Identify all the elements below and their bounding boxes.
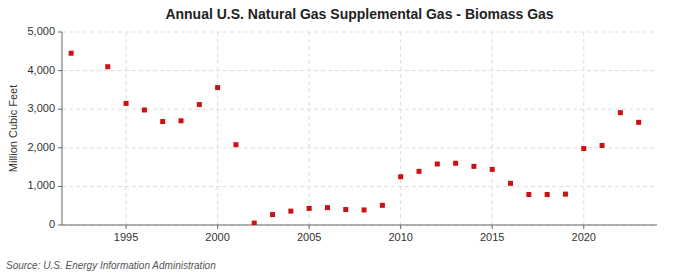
title: Annual U.S. Natural Gas Supplemental Gas… (165, 6, 553, 22)
source-note: Source: U.S. Energy Information Administ… (6, 260, 216, 271)
x-tick-label: 2000 (205, 231, 229, 243)
x-tick (492, 225, 493, 229)
point (124, 101, 129, 106)
x-tick (583, 225, 584, 229)
point (526, 192, 531, 197)
point (142, 107, 147, 112)
x-grid-line (217, 32, 218, 225)
y-tick (58, 109, 62, 110)
point (545, 192, 550, 197)
x-tick (309, 225, 310, 229)
y-grid-line (62, 109, 657, 110)
point (398, 174, 403, 179)
y-tick (58, 186, 62, 187)
point (417, 169, 422, 174)
x-tick (217, 225, 218, 229)
point (581, 146, 586, 151)
x-tick (400, 225, 401, 229)
y-axis-line (62, 32, 63, 225)
x-tick-label: 2015 (480, 231, 504, 243)
point (563, 192, 568, 197)
x-grid-line (400, 32, 401, 225)
point (325, 205, 330, 210)
x-axis-line (62, 225, 657, 226)
x-tick-label: 2005 (297, 231, 321, 243)
point (618, 110, 623, 115)
point (69, 51, 74, 56)
x-grid-line (126, 32, 127, 225)
point (307, 206, 312, 211)
x-tick-label: 2020 (572, 231, 596, 243)
point (380, 203, 385, 208)
x-tick (126, 225, 127, 229)
x-grid-line (583, 32, 584, 225)
x-grid-line (492, 32, 493, 225)
y-grid-line (62, 186, 657, 187)
point (435, 162, 440, 167)
x-grid-line (309, 32, 310, 225)
y-tick (58, 225, 62, 226)
y-grid-line (62, 70, 657, 71)
y-tick (58, 70, 62, 71)
y-grid-line (62, 147, 657, 148)
y-tick-label: 4,000 (27, 64, 55, 76)
point (179, 118, 184, 123)
point (508, 181, 513, 186)
y-grid-line (62, 225, 657, 226)
point (600, 143, 605, 148)
y-tick (58, 147, 62, 148)
axes: 0 1,000 2,000 3,000 4,000 5,000 1995 2000 2005 20… (27, 25, 657, 243)
point (343, 207, 348, 212)
point (160, 119, 165, 124)
y-tick-label: 2,000 (27, 141, 55, 153)
point (215, 85, 220, 90)
y-tick-label: 3,000 (27, 102, 55, 114)
x-tick-label: 2010 (388, 231, 412, 243)
point (453, 161, 458, 166)
point (471, 164, 476, 169)
point (197, 102, 202, 107)
y-tick (58, 32, 62, 33)
grid (62, 32, 657, 225)
points (69, 51, 642, 225)
x-tick-label: 1995 (114, 231, 138, 243)
chart: 0 1,000 2,000 3,000 4,000 5,000 1995 2000 2005 20… (0, 0, 675, 275)
y-tick-label: 5,000 (27, 25, 55, 37)
point (362, 207, 367, 212)
point (636, 120, 641, 125)
point (105, 64, 110, 69)
y-tick-label: 0 (49, 218, 55, 230)
y-axis-label: Million Cubic Feet (7, 85, 19, 172)
point (490, 167, 495, 172)
point (288, 209, 293, 214)
point (252, 221, 257, 225)
y-tick-label: 1,000 (27, 179, 55, 191)
point (233, 142, 238, 147)
y-grid-line (62, 32, 657, 33)
point (270, 212, 275, 217)
